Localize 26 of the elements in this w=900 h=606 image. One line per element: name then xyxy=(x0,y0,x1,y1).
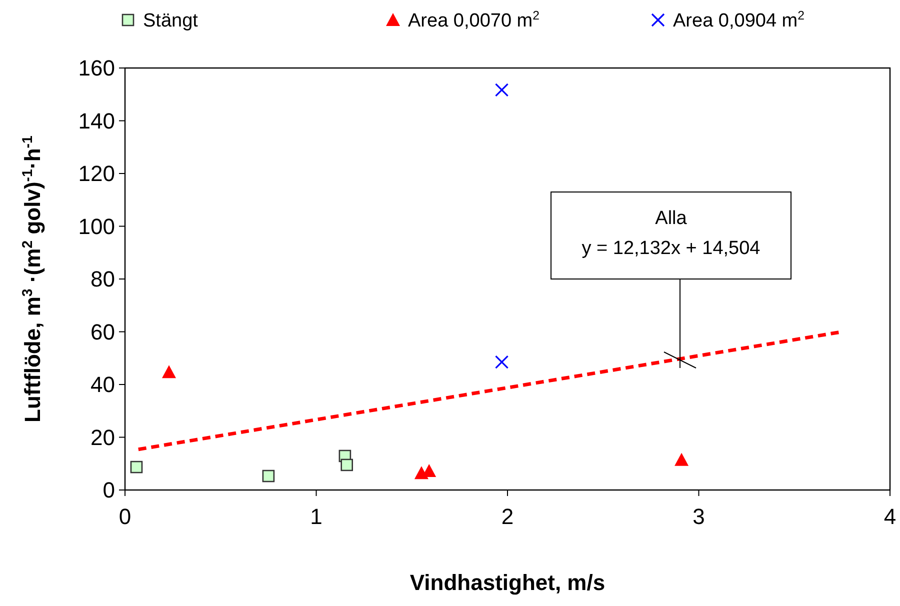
x-tick-label: 1 xyxy=(310,504,322,529)
legend-label: Stängt xyxy=(143,10,199,32)
y-tick-label: 140 xyxy=(78,108,115,134)
y-tick-label: 120 xyxy=(78,161,115,186)
x-tick-label: 2 xyxy=(501,504,514,529)
y-tick-label: 0 xyxy=(102,478,115,503)
y-tick-label: 100 xyxy=(78,214,115,239)
y-tick-label: 60 xyxy=(90,319,115,344)
y-tick-label: 80 xyxy=(90,266,115,292)
legend-label: Area 0,0904 m$^{2}$ xyxy=(673,8,805,32)
x-tick-label: 3 xyxy=(692,504,705,529)
point xyxy=(162,365,176,378)
annotation: Alla y = 12,132x + 14,504 xyxy=(582,208,761,259)
point xyxy=(262,470,275,482)
y-tick-label: 160 xyxy=(78,56,115,81)
x-tick-label: 4 xyxy=(884,504,896,529)
point xyxy=(494,83,509,97)
legend-label: Area 0,0070 m$^{2}$ xyxy=(408,8,540,32)
point xyxy=(340,458,353,472)
point xyxy=(674,452,689,466)
x-tick-label: 0 xyxy=(118,504,132,529)
x-axis-title: Vindhastighet, m/s xyxy=(410,570,606,595)
point xyxy=(130,460,143,474)
y-tick-label: 40 xyxy=(90,372,115,398)
point xyxy=(494,355,509,369)
y-tick-label: 20 xyxy=(90,424,115,450)
